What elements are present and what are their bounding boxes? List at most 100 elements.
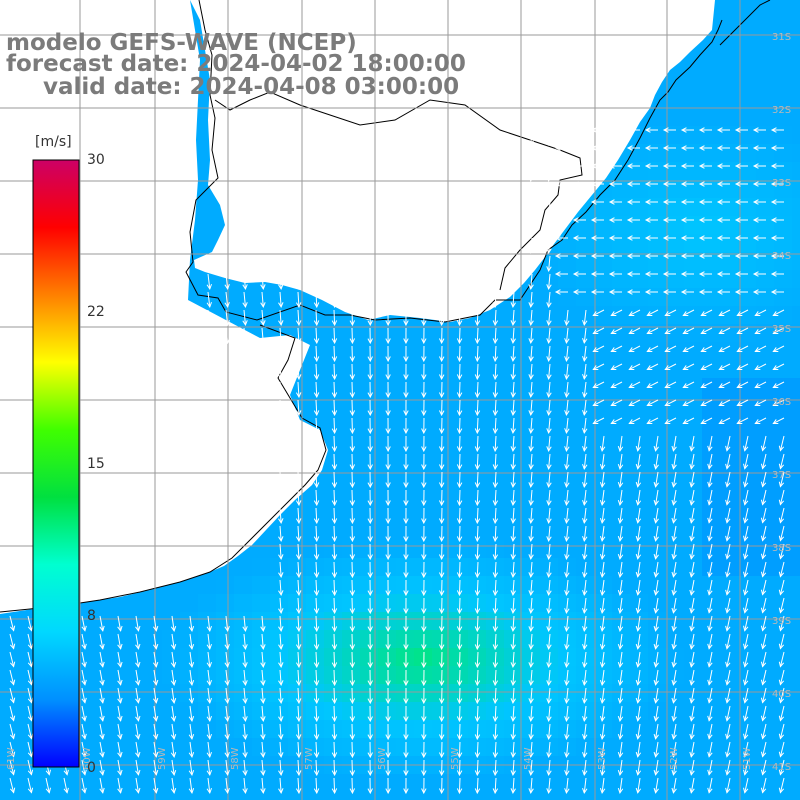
wind-arrow (315, 651, 318, 668)
wind-arrow-head (635, 499, 642, 506)
wind-arrow (683, 363, 695, 370)
wind-arrow-head (653, 697, 659, 704)
wind-arrow-head (474, 428, 481, 435)
wind-arrow-head (725, 625, 731, 632)
wind-arrow-head (331, 356, 338, 363)
wind-arrow-head (403, 698, 409, 705)
wind-arrow-head (278, 464, 284, 471)
wind-arrow-head (188, 661, 195, 668)
wind-arrow (737, 345, 749, 352)
wind-arrow (708, 489, 713, 505)
wind-arrow-head (278, 788, 284, 795)
wind-arrow-head (242, 716, 248, 723)
wind-arrow-head (170, 625, 177, 632)
wind-arrow-head (682, 401, 689, 406)
wind-arrow-head (617, 607, 624, 614)
wind-arrow (744, 687, 749, 703)
wind-arrow-head (278, 518, 284, 525)
wind-arrow-head (646, 419, 653, 424)
wind-arrow-head (349, 770, 356, 777)
wind-arrow (737, 327, 749, 334)
wind-arrow (27, 741, 32, 757)
wind-arrow-head (385, 392, 391, 399)
wind-arrow (619, 435, 623, 451)
wind-arrow (279, 453, 282, 469)
wind-arrow-head (626, 163, 633, 169)
wind-arrow-head (510, 770, 516, 777)
wind-arrow (297, 525, 300, 542)
wind-arrow-head (725, 589, 731, 596)
wind-arrow-head (528, 500, 534, 507)
wind-arrow-head (152, 733, 159, 740)
wind-arrow-head (439, 644, 445, 651)
wind-arrow-head (403, 770, 409, 777)
wind-arrow-head (421, 770, 427, 777)
colorbar-tick-label: 8 (87, 608, 96, 624)
wind-arrow (494, 291, 497, 308)
wind-arrow-head (331, 464, 338, 471)
wind-arrow-head (367, 464, 373, 471)
wind-arrow (333, 669, 336, 686)
wind-arrow (737, 363, 749, 370)
colorbar-tick-label: 30 (87, 152, 105, 168)
wind-arrow (315, 723, 318, 740)
wind-arrow-head (546, 518, 552, 525)
wind-arrow (665, 309, 677, 316)
wind-arrow (530, 219, 533, 235)
wind-arrow-head (590, 163, 597, 169)
wind-arrow (762, 435, 767, 451)
wind-arrow-head (689, 661, 695, 668)
wind-arrow-head (421, 464, 427, 471)
wind-arrow-head (81, 769, 87, 776)
colorbar-unit: [m/s] (35, 134, 72, 150)
wind-arrow-head (772, 365, 779, 370)
wind-arrow-head (188, 787, 195, 794)
wind-arrow (333, 615, 336, 632)
wind-arrow-head (778, 697, 785, 704)
wind-arrow (476, 741, 479, 758)
wind-arrow-head (760, 787, 767, 794)
wind-arrow (637, 615, 641, 631)
wind-arrow-head (170, 787, 177, 794)
wind-arrow-head (680, 253, 687, 259)
wind-arrow-head (689, 499, 695, 506)
wind-arrow-head (546, 428, 552, 435)
wind-arrow-head (99, 733, 105, 740)
wind-arrow (530, 309, 533, 325)
wind-arrow (315, 273, 318, 290)
wind-arrow-head (610, 419, 617, 424)
wind-arrow (297, 615, 300, 632)
wind-arrow-head (754, 347, 761, 352)
longitude-label: 53W (597, 747, 608, 770)
wind-arrow (225, 723, 229, 739)
wind-arrow-head (224, 698, 230, 705)
wind-arrow (548, 705, 551, 721)
wind-arrow (548, 579, 551, 595)
wind-arrow-head (385, 302, 391, 309)
wind-arrow-head (572, 235, 579, 241)
wind-arrow-head (367, 284, 373, 291)
wind-arrow-head (278, 338, 284, 345)
wind-arrow (333, 489, 336, 506)
wind-arrow (27, 633, 32, 649)
wind-arrow-head (385, 572, 391, 579)
wind-arrow-head (242, 338, 248, 345)
wind-arrow-head (295, 572, 302, 579)
wind-arrow-head (421, 590, 427, 597)
wind-arrow (315, 705, 318, 722)
wind-arrow-head (278, 392, 284, 399)
wind-arrow (665, 417, 677, 424)
wind-arrow (530, 651, 533, 667)
wind-arrow-head (546, 464, 552, 471)
wind-arrow (225, 273, 229, 289)
wind-arrow-head (313, 464, 320, 471)
wind-arrow-head (510, 608, 516, 615)
wind-arrow (494, 669, 497, 686)
wind-arrow (297, 453, 300, 470)
wind-arrow-head (439, 590, 445, 597)
wind-arrow (207, 669, 211, 685)
wind-arrow-head (492, 302, 499, 309)
longitude-label: 52W (669, 747, 680, 770)
wind-arrow-head (260, 698, 266, 705)
wind-arrow (683, 309, 695, 316)
